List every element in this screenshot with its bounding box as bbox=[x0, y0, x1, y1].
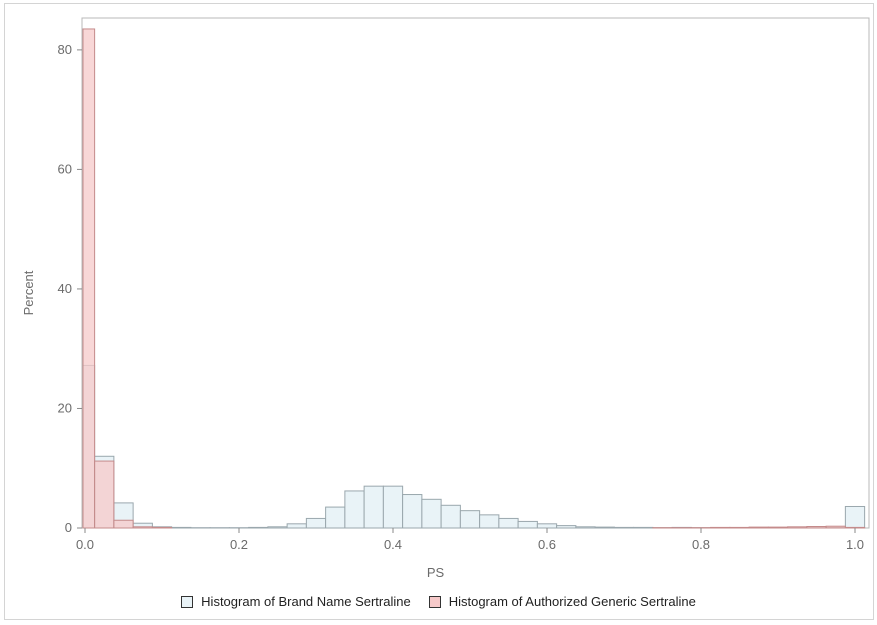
legend-entry-brand: Histogram of Brand Name Sertraline bbox=[181, 594, 411, 609]
histogram-bar bbox=[825, 525, 846, 529]
histogram-bar bbox=[844, 526, 866, 529]
histogram-bar bbox=[402, 494, 423, 529]
histogram-bar bbox=[556, 525, 577, 529]
x-tick-label: 0.4 bbox=[384, 537, 402, 552]
legend: Histogram of Brand Name Sertraline Histo… bbox=[0, 594, 877, 609]
legend-swatch-brand bbox=[181, 595, 194, 608]
histogram-bar bbox=[113, 519, 134, 529]
x-tick-label: 0.0 bbox=[76, 537, 94, 552]
x-tick-label: 1.0 bbox=[846, 537, 864, 552]
legend-label-brand: Histogram of Brand Name Sertraline bbox=[201, 594, 411, 609]
histogram-bar bbox=[82, 28, 96, 529]
histogram-bar bbox=[325, 506, 346, 529]
y-tick-label: 60 bbox=[58, 161, 72, 176]
histogram-bar bbox=[806, 526, 827, 529]
histogram-chart: 0.0 0.2 0.4 0.6 0.8 1.0 0 20 40 60 80 PS Percent bbox=[21, 17, 870, 580]
histogram-bar bbox=[613, 526, 635, 529]
histogram-bar bbox=[787, 526, 808, 529]
histogram-bar bbox=[767, 526, 789, 529]
legend-swatch-generic bbox=[428, 595, 441, 608]
y-tick-label: 80 bbox=[58, 42, 72, 57]
x-axis-title: PS bbox=[427, 565, 445, 580]
histogram-bar bbox=[151, 526, 173, 529]
histogram-bar bbox=[594, 526, 615, 529]
histogram-bar bbox=[344, 490, 365, 529]
histogram-bar bbox=[248, 526, 269, 529]
histogram-bar bbox=[479, 514, 500, 529]
histogram-bar bbox=[382, 485, 404, 529]
y-tick-label: 20 bbox=[58, 400, 72, 415]
x-tick-label: 0.6 bbox=[538, 537, 556, 552]
y-axis-title: Percent bbox=[21, 270, 36, 315]
plot-area bbox=[81, 17, 870, 529]
legend-entry-generic: Histogram of Authorized Generic Sertrali… bbox=[428, 594, 696, 609]
histogram-bar bbox=[498, 517, 519, 529]
legend-label-generic: Histogram of Authorized Generic Sertrali… bbox=[448, 594, 696, 609]
histogram-bar bbox=[729, 526, 750, 529]
histogram-bar bbox=[171, 526, 192, 529]
histogram-bar bbox=[286, 523, 307, 529]
y-tick-label: 40 bbox=[58, 281, 72, 296]
histogram-bar bbox=[305, 517, 327, 529]
histogram-bar bbox=[132, 526, 153, 529]
histogram-bar bbox=[844, 505, 866, 529]
x-tick-label: 0.2 bbox=[230, 537, 248, 552]
histogram-bar bbox=[517, 520, 538, 529]
y-tick-label: 0 bbox=[65, 520, 72, 535]
histogram-bar bbox=[267, 526, 288, 529]
histogram-bar bbox=[459, 510, 481, 529]
histogram-bar bbox=[633, 526, 654, 529]
histogram-bar bbox=[748, 526, 769, 529]
histogram-bar bbox=[575, 526, 596, 529]
x-tick-label: 0.8 bbox=[692, 537, 710, 552]
histogram-bar bbox=[363, 485, 384, 529]
histogram-bar bbox=[421, 498, 442, 529]
histogram-bar bbox=[536, 523, 558, 529]
histogram-bar bbox=[440, 504, 461, 529]
histogram-bar bbox=[710, 526, 731, 529]
histogram-bar bbox=[94, 460, 115, 529]
